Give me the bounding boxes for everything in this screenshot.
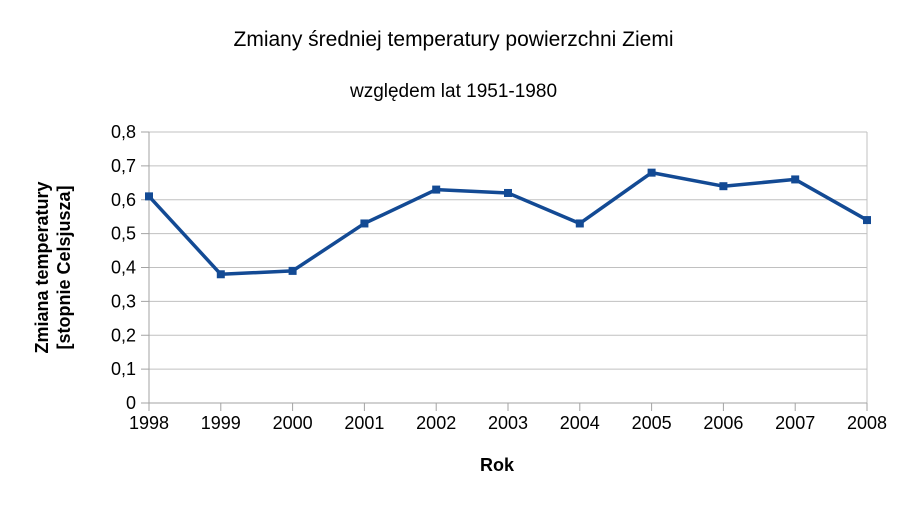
data-point-marker xyxy=(288,266,297,275)
data-point-marker xyxy=(216,270,225,279)
data-point-marker xyxy=(360,219,369,228)
x-tick-label: 2004 xyxy=(560,413,600,433)
data-point-marker xyxy=(719,182,728,191)
x-tick-label: 2008 xyxy=(847,413,887,433)
x-tick-label: 2000 xyxy=(273,413,313,433)
x-axis-title: Rok xyxy=(480,455,515,475)
data-point-marker xyxy=(647,168,656,177)
chart-subtitle: względem lat 1951-1980 xyxy=(349,81,558,102)
y-tick-label: 0,7 xyxy=(111,156,136,176)
data-point-marker xyxy=(432,185,441,194)
x-tick-label: 2005 xyxy=(632,413,672,433)
data-point-marker xyxy=(791,175,800,184)
data-point-marker xyxy=(145,192,153,201)
y-tick-label: 0,8 xyxy=(111,122,136,142)
y-tick-label: 0,3 xyxy=(111,291,136,311)
y-tick-label: 0,4 xyxy=(111,258,136,278)
y-tick-label: 0 xyxy=(126,393,136,413)
x-tick-label: 2001 xyxy=(344,413,384,433)
y-axis-title-line: [stopnie Celsjusza] xyxy=(54,185,74,349)
x-tick-label: 2007 xyxy=(775,413,815,433)
chart-title: Zmiany średniej temperatury powierzchni … xyxy=(233,28,674,51)
x-tick-label: 1999 xyxy=(201,413,241,433)
y-tick-label: 0,5 xyxy=(111,224,136,244)
data-point-marker xyxy=(504,188,512,197)
y-tick-label: 0,1 xyxy=(111,359,136,379)
series-line xyxy=(147,170,868,277)
x-tick-label: 2006 xyxy=(703,413,743,433)
y-tick-label: 0,6 xyxy=(111,190,136,210)
x-tick-label: 1998 xyxy=(129,413,169,433)
data-point-marker xyxy=(575,219,584,228)
data-point-marker xyxy=(863,216,871,225)
y-axis-title-line: Zmiana temperatury xyxy=(32,181,52,353)
x-tick-label: 2003 xyxy=(488,413,528,433)
x-tick-label: 2002 xyxy=(416,413,456,433)
y-tick-label: 0,2 xyxy=(111,325,136,345)
